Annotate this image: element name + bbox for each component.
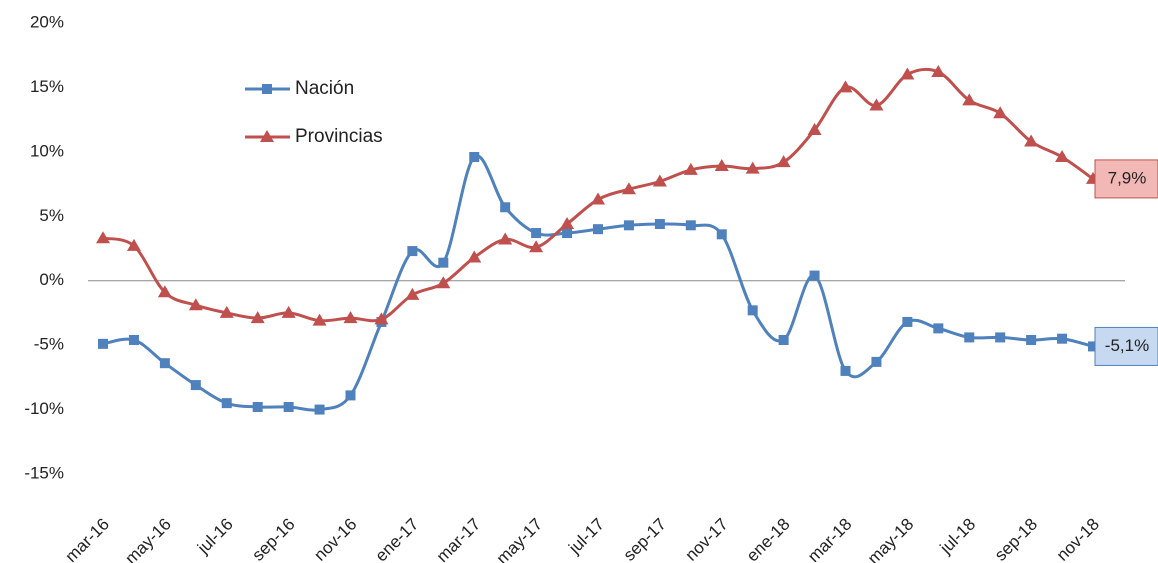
y-tick-label: -5% <box>34 335 64 354</box>
marker <box>776 155 791 168</box>
marker <box>654 219 665 230</box>
x-tick-label: mar-17 <box>433 515 485 563</box>
x-tick-label: jul-16 <box>193 515 237 559</box>
marker <box>221 398 232 409</box>
data-label-box <box>1094 159 1158 199</box>
y-tick-label: 20% <box>30 12 64 31</box>
y-tick-label: 5% <box>39 206 64 225</box>
marker <box>683 162 698 175</box>
marker <box>314 404 325 415</box>
x-tick-label: jul-18 <box>936 515 980 559</box>
y-tick-label: 15% <box>30 77 64 96</box>
marker <box>621 182 636 195</box>
marker <box>840 365 851 376</box>
x-tick-label: sep-18 <box>991 515 1041 563</box>
x-tick-label: nov-18 <box>1053 515 1103 563</box>
marker <box>1026 334 1037 345</box>
marker <box>807 122 822 135</box>
marker <box>436 276 451 289</box>
marker <box>190 380 201 391</box>
marker <box>902 316 913 327</box>
x-tick-label: mar-16 <box>61 515 113 563</box>
marker <box>531 228 542 239</box>
marker <box>250 311 265 324</box>
marker <box>809 270 820 281</box>
y-tick-label: -10% <box>24 399 64 418</box>
marker <box>931 64 946 77</box>
legend-marker <box>262 84 272 94</box>
legend-marker <box>260 130 274 142</box>
x-tick-label: jul-17 <box>564 515 608 559</box>
marker <box>745 161 760 174</box>
marker <box>591 192 605 205</box>
marker <box>933 323 944 334</box>
marker <box>219 305 234 318</box>
data-label: 7,9% <box>1108 168 1147 187</box>
marker <box>469 152 480 163</box>
marker <box>562 228 573 239</box>
marker <box>407 246 418 257</box>
y-tick-label: 10% <box>30 141 64 160</box>
marker <box>714 159 729 172</box>
marker <box>281 305 296 318</box>
y-tick-label: 0% <box>39 270 64 289</box>
legend-label: Provincias <box>295 126 383 147</box>
x-tick-label: may-16 <box>121 515 175 563</box>
marker <box>871 356 882 367</box>
marker <box>869 98 884 111</box>
marker <box>283 401 294 412</box>
marker <box>593 224 603 235</box>
x-tick-label: nov-17 <box>682 515 732 563</box>
marker <box>98 338 108 349</box>
marker <box>252 401 263 412</box>
marker <box>778 334 789 345</box>
marker <box>467 250 482 263</box>
data-label: -5,1% <box>1105 336 1149 355</box>
marker <box>900 67 915 80</box>
marker <box>126 238 141 251</box>
marker <box>438 257 449 268</box>
marker <box>1055 150 1070 163</box>
marker <box>652 174 667 187</box>
marker <box>405 287 420 300</box>
marker <box>374 312 389 325</box>
marker <box>993 106 1008 119</box>
marker <box>96 231 110 244</box>
marker <box>498 232 513 245</box>
x-tick-label: sep-16 <box>248 515 298 563</box>
marker <box>685 220 696 231</box>
marker <box>343 311 358 324</box>
marker <box>964 332 975 343</box>
data-label-box <box>1094 326 1158 366</box>
marker <box>1088 341 1098 352</box>
x-tick-label: mar-18 <box>804 515 856 563</box>
y-tick-label: -15% <box>24 463 64 482</box>
marker <box>716 229 727 240</box>
marker <box>312 313 327 326</box>
x-tick-label: nov-16 <box>310 515 360 563</box>
marker <box>995 332 1006 343</box>
marker <box>747 305 758 316</box>
marker <box>962 93 977 106</box>
marker <box>1057 333 1068 344</box>
marker <box>159 358 170 369</box>
marker <box>838 80 853 93</box>
marker <box>128 334 139 345</box>
marker <box>188 298 203 311</box>
marker <box>157 285 172 298</box>
marker <box>623 220 634 231</box>
legend-label: Nación <box>295 78 354 99</box>
marker <box>560 217 575 230</box>
x-tick-label: may-17 <box>493 515 547 563</box>
x-tick-label: ene-17 <box>372 515 423 563</box>
marker <box>1024 134 1039 147</box>
marker <box>500 202 511 213</box>
marker <box>345 390 356 401</box>
x-tick-label: may-18 <box>864 515 918 563</box>
marker <box>529 240 544 253</box>
x-tick-label: sep-17 <box>620 515 670 563</box>
x-tick-label: ene-18 <box>743 515 794 563</box>
